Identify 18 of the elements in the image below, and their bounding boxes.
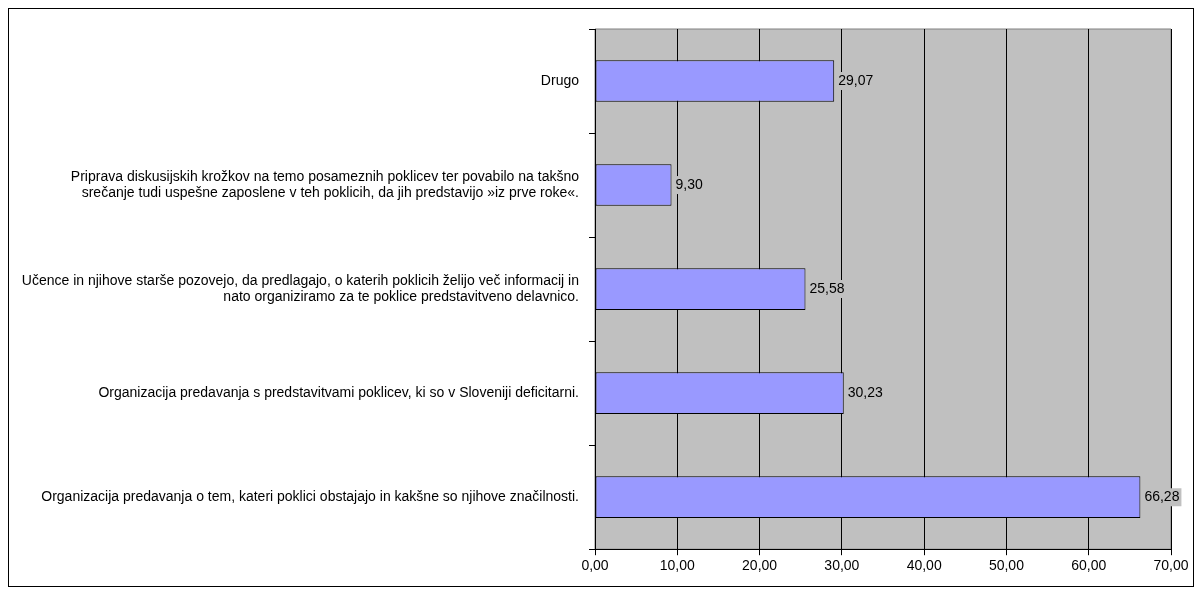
data-label: 25,58 [809,279,845,296]
data-label: 66,28 [1144,488,1180,505]
x-tick-label: 50,00 [988,557,1025,574]
x-tick-label: 0,00 [581,557,609,574]
data-label: 30,23 [847,384,883,400]
x-tick-label: 10,00 [659,557,696,574]
x-tick-label: 70,00 [1153,557,1189,574]
y-tick-label: Organizacija predavanja s predstavitvami poklicev, ki so v Sloveniji deficitarni. [98,384,579,400]
x-tick-label: 20,00 [742,557,778,574]
x-tick-label: 30,00 [824,557,860,574]
y-tick-label: Priprava diskusijskih krožkov na temo posameznih poklicev ter povabilo na takšno srečanje tudi uspešne zaposlene v teh poklicih, da jih predstavijo »iz prve roke«. [70,167,580,201]
data-label: 9,30 [675,175,703,192]
x-tick-label: 60,00 [1071,557,1107,574]
y-tick-label: Organizacija predavanja o tem, kateri poklici obstajajo in kakšne so njihove značilnosti. [41,488,579,505]
x-tick-label: 40,00 [906,557,942,574]
y-tick-label: Drugo [540,71,580,88]
y-tick-label: Učence in njihove starše pozovejo, da predlagajo, o katerih poklicih želijo več informacij in nato organiziramo za te poklice predstavitveno delavnico. [21,271,579,305]
data-label: 29,07 [838,71,874,88]
